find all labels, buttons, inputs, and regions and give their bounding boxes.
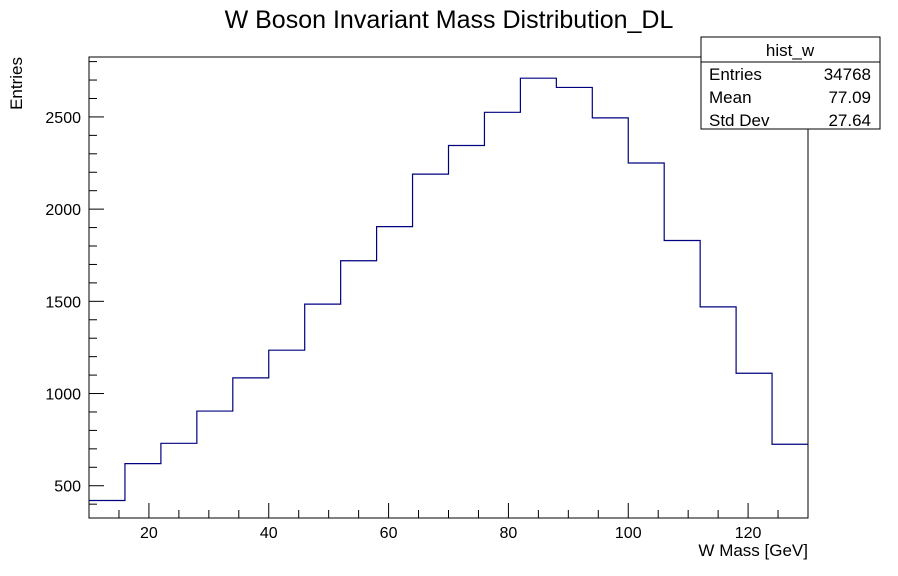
x-axis-title: W Mass [GeV] [698, 541, 808, 560]
stats-entries-value: 34768 [824, 65, 871, 84]
chart-title: W Boson Invariant Mass Distribution_DL [225, 6, 674, 34]
stats-box: hist_w Entries 34768 Mean 77.09 Std Dev … [700, 36, 881, 130]
y-tick-label: 2000 [45, 202, 81, 219]
y-axis-title: Entries [7, 57, 26, 110]
stats-mean-label: Mean [709, 88, 752, 107]
axis-ticks [88, 61, 809, 518]
y-tick-label: 1500 [45, 294, 81, 311]
stats-mean-value: 77.09 [828, 88, 871, 107]
y-tick-label: 1000 [45, 387, 81, 404]
y-tick-label: 500 [54, 479, 81, 496]
y-tick-label: 2500 [45, 110, 81, 127]
histogram-line [89, 77, 808, 502]
stats-box-frame [700, 36, 881, 130]
x-tick-label: 60 [380, 525, 398, 542]
stats-entries-label: Entries [709, 65, 762, 84]
x-tick-label: 20 [140, 525, 158, 542]
x-tick-label: 120 [735, 525, 762, 542]
stats-box-name: hist_w [766, 41, 815, 60]
x-tick-label: 40 [260, 525, 278, 542]
stats-stddev-value: 27.64 [828, 111, 871, 130]
tick-labels: 20 40 60 80 100 120 500 1000 1500 2000 2500 [45, 110, 761, 542]
x-tick-label: 100 [615, 525, 642, 542]
x-tick-label: 80 [500, 525, 518, 542]
stats-stddev-label: Std Dev [709, 111, 770, 130]
